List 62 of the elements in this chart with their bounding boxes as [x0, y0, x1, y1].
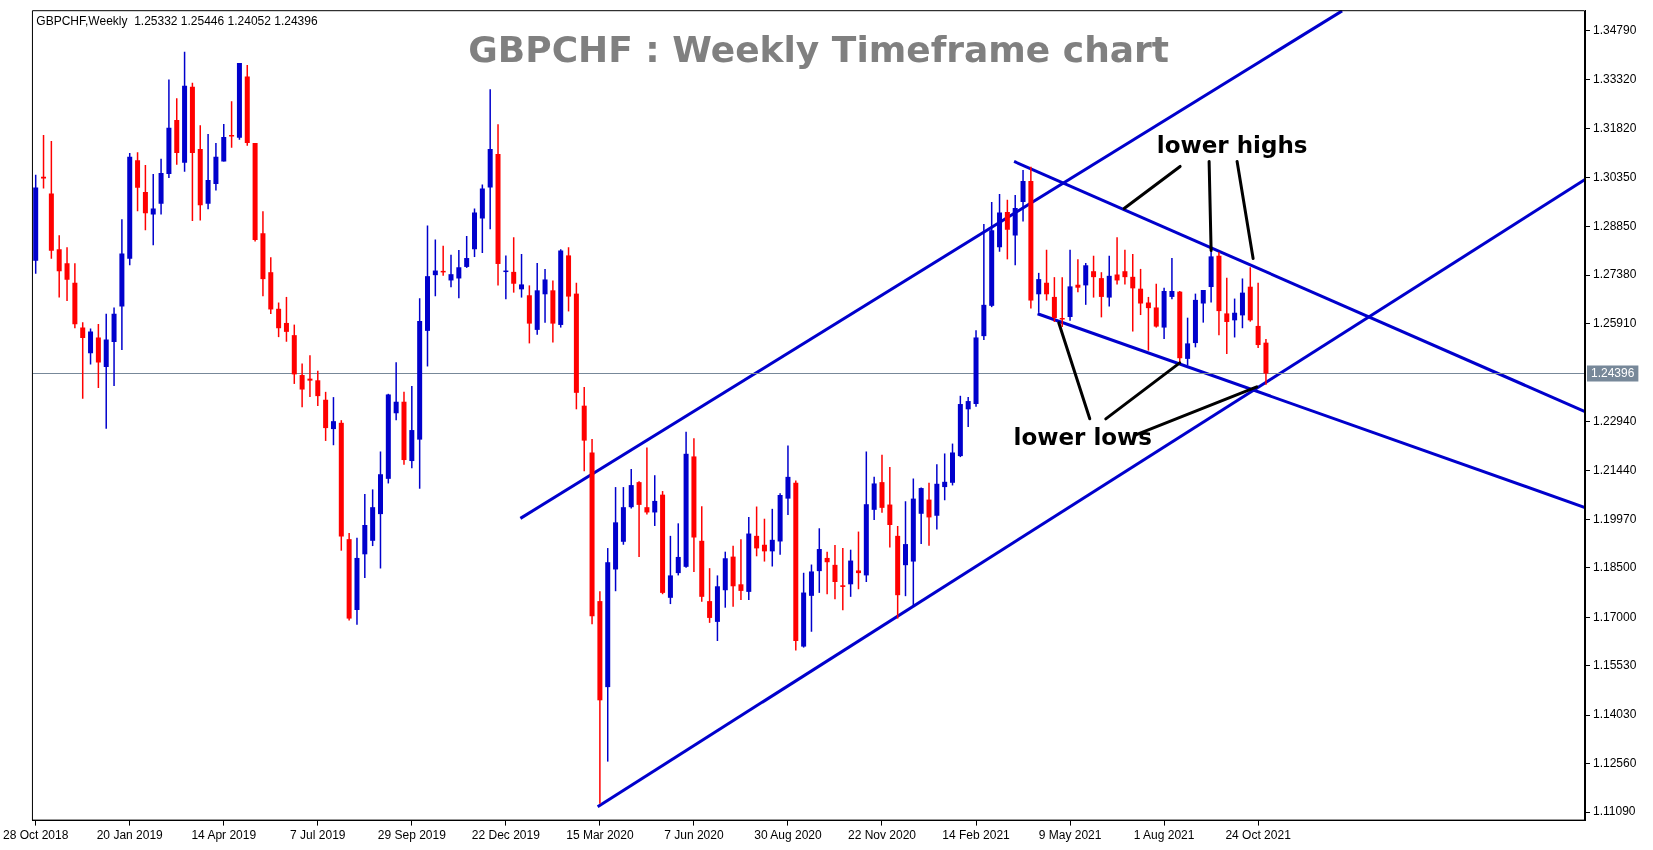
candlestick — [1122, 249, 1128, 285]
y-tick-label: 1.11090 — [1593, 804, 1636, 819]
annotation: lower highs — [1156, 132, 1308, 159]
candlestick — [840, 548, 846, 611]
x-tick-label: 30 Aug 2020 — [754, 828, 822, 843]
candlestick — [1075, 259, 1081, 293]
y-tick-label: 1.19970 — [1593, 511, 1637, 526]
candlestick — [1169, 258, 1175, 300]
x-tick-label: 14 Apr 2019 — [191, 828, 257, 843]
candlestick — [542, 268, 548, 323]
y-tick-label: 1.18500 — [1593, 560, 1637, 575]
candlestick — [487, 89, 493, 230]
candlestick — [1059, 277, 1065, 327]
y-tick-label: 1.30350 — [1593, 169, 1637, 184]
y-tick-label: 1.33320 — [1593, 71, 1637, 86]
candlestick — [926, 482, 932, 546]
candlestick — [738, 539, 744, 601]
candlestick — [824, 551, 830, 595]
x-tick-label: 9 May 2021 — [1038, 828, 1102, 843]
x-tick-label: 29 Sep 2019 — [377, 828, 447, 843]
candlestick — [307, 355, 313, 398]
y-tick-label: 1.12560 — [1593, 755, 1637, 770]
y-tick-label: 1.14030 — [1593, 707, 1637, 722]
text: GBPCHF : Weekly Timeframe chart — [468, 28, 1170, 70]
candlestick — [64, 247, 70, 301]
y-tick-label: 1.25910 — [1593, 315, 1637, 330]
annotation: lower lows — [1013, 423, 1153, 450]
candlestick — [832, 545, 838, 600]
candlestick — [150, 173, 156, 246]
candlestick — [785, 445, 791, 516]
chart-subtitle: GBPCHF,Weekly 1.25332 1.25446 1.24052 1.24396 — [36, 13, 318, 28]
x-tick-label: 14 Feb 2021 — [942, 828, 1011, 843]
x-tick-label: 28 Oct 2018 — [3, 828, 69, 843]
candlestick — [887, 466, 893, 548]
x-tick-label: 22 Nov 2020 — [847, 828, 917, 843]
x-tick-label: 24 Oct 2021 — [1225, 828, 1292, 843]
candlestick — [205, 134, 211, 210]
y-tick-label: 1.28850 — [1593, 219, 1637, 234]
y-tick-label: 1.22940 — [1593, 413, 1637, 428]
ref-line-label: 1.24396 — [1591, 365, 1635, 380]
candlestick — [644, 447, 650, 515]
x-tick-label: 1 Aug 2021 — [1133, 828, 1195, 843]
y-tick-label: 1.17000 — [1593, 609, 1637, 624]
x-tick-label: 22 Dec 2019 — [471, 828, 541, 843]
y-tick-label: 1.21440 — [1593, 463, 1637, 478]
candlestick — [636, 481, 642, 557]
x-tick-label: 15 Mar 2020 — [566, 828, 634, 843]
candlestick — [448, 254, 454, 288]
y-tick-label: 1.27380 — [1593, 267, 1637, 282]
candlestick — [393, 362, 399, 421]
x-tick-label: 7 Jun 2020 — [664, 828, 724, 843]
candlestick — [456, 250, 462, 299]
x-tick-label: 20 Jan 2019 — [96, 828, 164, 843]
candlestick — [1255, 282, 1261, 348]
candlestick — [965, 397, 971, 428]
x-tick-label: 7 Jul 2019 — [290, 828, 346, 843]
y-tick-label: 1.15530 — [1593, 658, 1637, 673]
candlestick — [981, 224, 987, 341]
candlestick — [1224, 277, 1230, 354]
y-tick-label: 1.31820 — [1593, 121, 1637, 136]
y-tick-label: 1.34790 — [1593, 23, 1637, 38]
candlestick — [103, 313, 109, 429]
